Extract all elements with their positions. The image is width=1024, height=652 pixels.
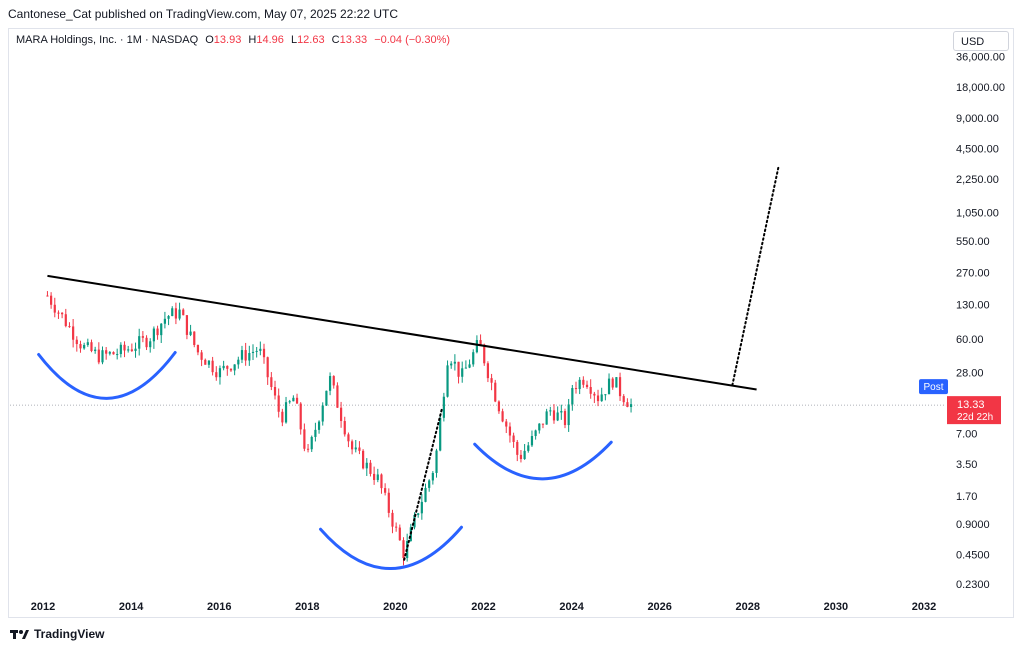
currency-button[interactable]: USD bbox=[953, 31, 1009, 51]
publish-line: Cantonese_Cat published on TradingView.c… bbox=[8, 7, 399, 21]
change-value: −0.04 (−0.30%) bbox=[374, 34, 451, 46]
chart-frame bbox=[8, 28, 1014, 618]
symbol-legend: MARA Holdings, Inc. · 1M · NASDAQ O13.93… bbox=[16, 34, 450, 46]
symbol-name: MARA Holdings, Inc. · 1M · NASDAQ bbox=[16, 34, 199, 46]
tradingview-logo[interactable]: TradingView bbox=[10, 627, 104, 641]
tradingview-logo-text: TradingView bbox=[34, 627, 105, 641]
open-label: O bbox=[205, 34, 214, 46]
open-value: 13.93 bbox=[213, 34, 242, 46]
low-label: L bbox=[290, 34, 298, 46]
close-label: C bbox=[331, 34, 340, 46]
close-value: 13.33 bbox=[339, 34, 368, 46]
high-value: 14.96 bbox=[256, 34, 284, 46]
high-label: H bbox=[248, 34, 257, 46]
tradingview-logo-icon bbox=[10, 630, 29, 639]
low-value: 12.63 bbox=[297, 34, 325, 46]
